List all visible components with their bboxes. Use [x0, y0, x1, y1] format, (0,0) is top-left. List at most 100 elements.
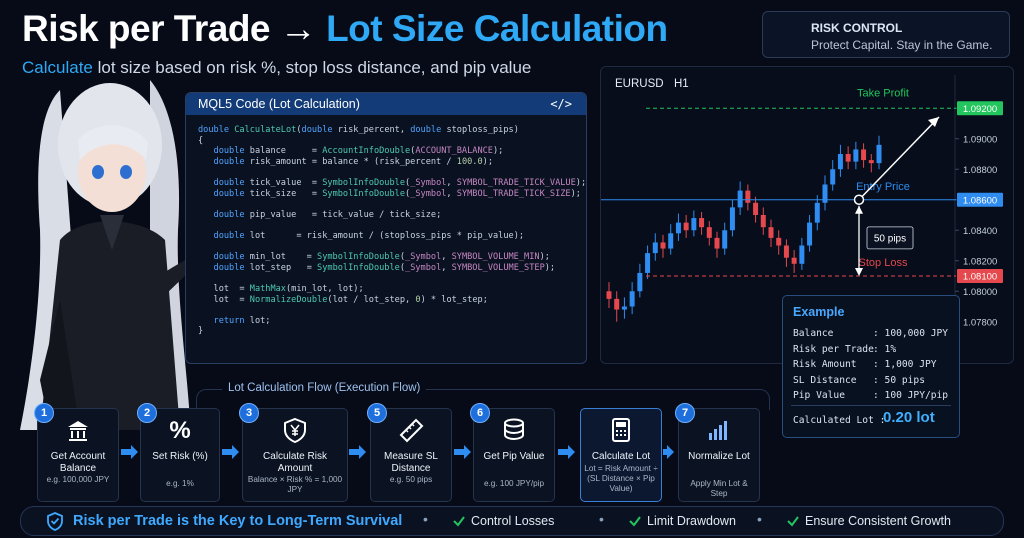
chart-timeframe: H1 [674, 78, 689, 90]
y-tick-label: 1.09000 [963, 134, 997, 145]
example-row: Pip Value: 100 JPY/pip [793, 390, 948, 401]
candle-body [652, 242, 658, 254]
bangs [78, 125, 148, 160]
footer-item: Control Losses [471, 514, 555, 528]
y-tick-label: 1.08400 [963, 226, 997, 237]
example-row: SL Distance : 50 pips [793, 374, 925, 386]
flow-step: Calculate Lot Lot = Risk Amount ÷ (SL Dis… [580, 408, 662, 502]
code-line: double balance = AccountInfoDouble(ACCOU… [213, 146, 504, 157]
candle-body [645, 253, 651, 273]
candle-body [675, 222, 681, 234]
example-row: Balance: 100,000 JPY [793, 328, 948, 339]
step-icon [709, 421, 727, 440]
example-row: Risk Amount : 1,000 JPY [793, 359, 937, 370]
step-title: Get Account Balance [50, 451, 106, 474]
risk-badge: RISK CONTROL Protect Capital. Stay in th… [762, 11, 1010, 58]
bullet-dot: • [423, 511, 428, 527]
step-number: 7 [675, 403, 695, 423]
candle-body [830, 169, 836, 185]
level-label: 1.09200 [963, 104, 997, 115]
candle-body [714, 237, 720, 249]
y-tick-label: 1.08200 [963, 256, 997, 267]
row-value: : 100,000 JPY [873, 328, 949, 339]
candle-body [799, 245, 805, 264]
code-line: double min_lot = SymbolInfoDouble(_Symbo… [213, 252, 550, 263]
code-line: double pip_value = tick_value / tick_siz… [213, 209, 442, 220]
row-value: : 1% [873, 343, 897, 355]
distance-box [866, 226, 914, 250]
level-label-box [957, 192, 1003, 207]
candle-body [668, 233, 674, 249]
check-icon [787, 516, 799, 527]
level-label-box [957, 269, 1003, 283]
step-note: Lot = Risk Amount ÷ (SL Distance × Pip V… [584, 464, 658, 493]
candle-body [621, 306, 627, 310]
candle-body [876, 144, 882, 164]
candle-body [660, 242, 666, 249]
subtitle-text: lot size based on risk %, stop loss dist… [97, 58, 532, 77]
flow-step: Get Account Balance e.g. 100,000 JPY 1 [34, 403, 119, 502]
step-title: Get Pip Value [483, 451, 545, 462]
code-line: lot = MathMax(min_lot, lot); [213, 283, 364, 294]
candle-body [776, 237, 782, 246]
code-line: double risk_amount = balance * (risk_per… [213, 156, 493, 167]
flow-frame [196, 389, 770, 410]
step-icon [399, 418, 424, 443]
arrow-head [855, 205, 863, 214]
code-line: double tick_size = SymbolInfoDouble(_Sym… [213, 188, 581, 199]
row-value: : 50 pips [873, 374, 925, 386]
badge-text: Protect Capital. Stay in the Game. [811, 38, 993, 52]
title: Risk per Trade → Lot Size Calculation [22, 8, 668, 50]
step-title: Set Risk (%) [152, 451, 208, 462]
step-note: Balance × Risk % = 1,000 JPY [247, 475, 343, 494]
candle-body [629, 291, 635, 307]
footer-headline: Risk per Trade is the Key to Long-Term S… [73, 513, 403, 529]
code-line: double tick_value = SymbolInfoDouble(_Sy… [213, 177, 587, 188]
check-icon [453, 516, 465, 527]
step-note: e.g. 50 pips [389, 475, 433, 484]
face [78, 132, 146, 212]
eye [92, 165, 104, 179]
footer-item: Ensure Consistent Growth [805, 514, 951, 528]
distance-label: 50 pips [874, 233, 906, 244]
code-block: double pip_value = tick_value / tick_siz… [198, 210, 586, 221]
row-value: : 1,000 JPY [873, 359, 937, 370]
code-block: double min_lot = SymbolInfoDouble(_Symbo… [198, 252, 586, 273]
level-label: 1.08600 [963, 195, 997, 206]
code-line: { [198, 135, 204, 146]
example-box: Example Balance: 100,000 JPY Risk per Tra… [782, 295, 960, 438]
flow-step: Normalize Lot Apply Min Lot & Step 7 [675, 403, 760, 502]
y-tick-label: 1.08000 [963, 287, 997, 298]
candle-body [791, 257, 797, 264]
code-line: } [198, 326, 204, 337]
shield-icon [47, 512, 63, 531]
badge-title: RISK CONTROL [811, 21, 903, 35]
row-label: SL Distance [793, 374, 857, 386]
arm [130, 255, 200, 320]
example-row: Risk per Trade: 1% [793, 343, 896, 355]
jacket [40, 221, 180, 430]
candle-body [737, 190, 743, 208]
row-label: Risk Amount [793, 359, 857, 370]
chart: EURUSD H1 1.07800 1.08000 1.08200 1.08400 1.… [601, 75, 1003, 357]
step-icon [68, 421, 88, 441]
entry-point [853, 194, 865, 205]
collar [100, 215, 124, 250]
candle-body [853, 149, 859, 162]
row-label: Risk per Trade [793, 343, 874, 355]
candle-body [606, 291, 612, 299]
footer: Risk per Trade is the Key to Long-Term S… [20, 506, 1004, 536]
step-note: e.g. 1% [166, 479, 194, 488]
code-icon: </> [550, 97, 572, 111]
code-line: double lot = risk_amount / (stoploss_pip… [213, 230, 525, 241]
result-value: 0.20 lot [883, 409, 935, 426]
step-icon [504, 418, 524, 441]
code-header: MQL5 Code (Lot Calculation) </> [186, 93, 586, 115]
step-icon [284, 417, 306, 443]
y-tick-label: 1.07800 [963, 317, 997, 328]
bullet-dot: • [757, 511, 762, 527]
code-line: double CalculateLot(double risk_percent,… [198, 125, 519, 135]
footer-item: Limit Drawdown [647, 514, 736, 528]
